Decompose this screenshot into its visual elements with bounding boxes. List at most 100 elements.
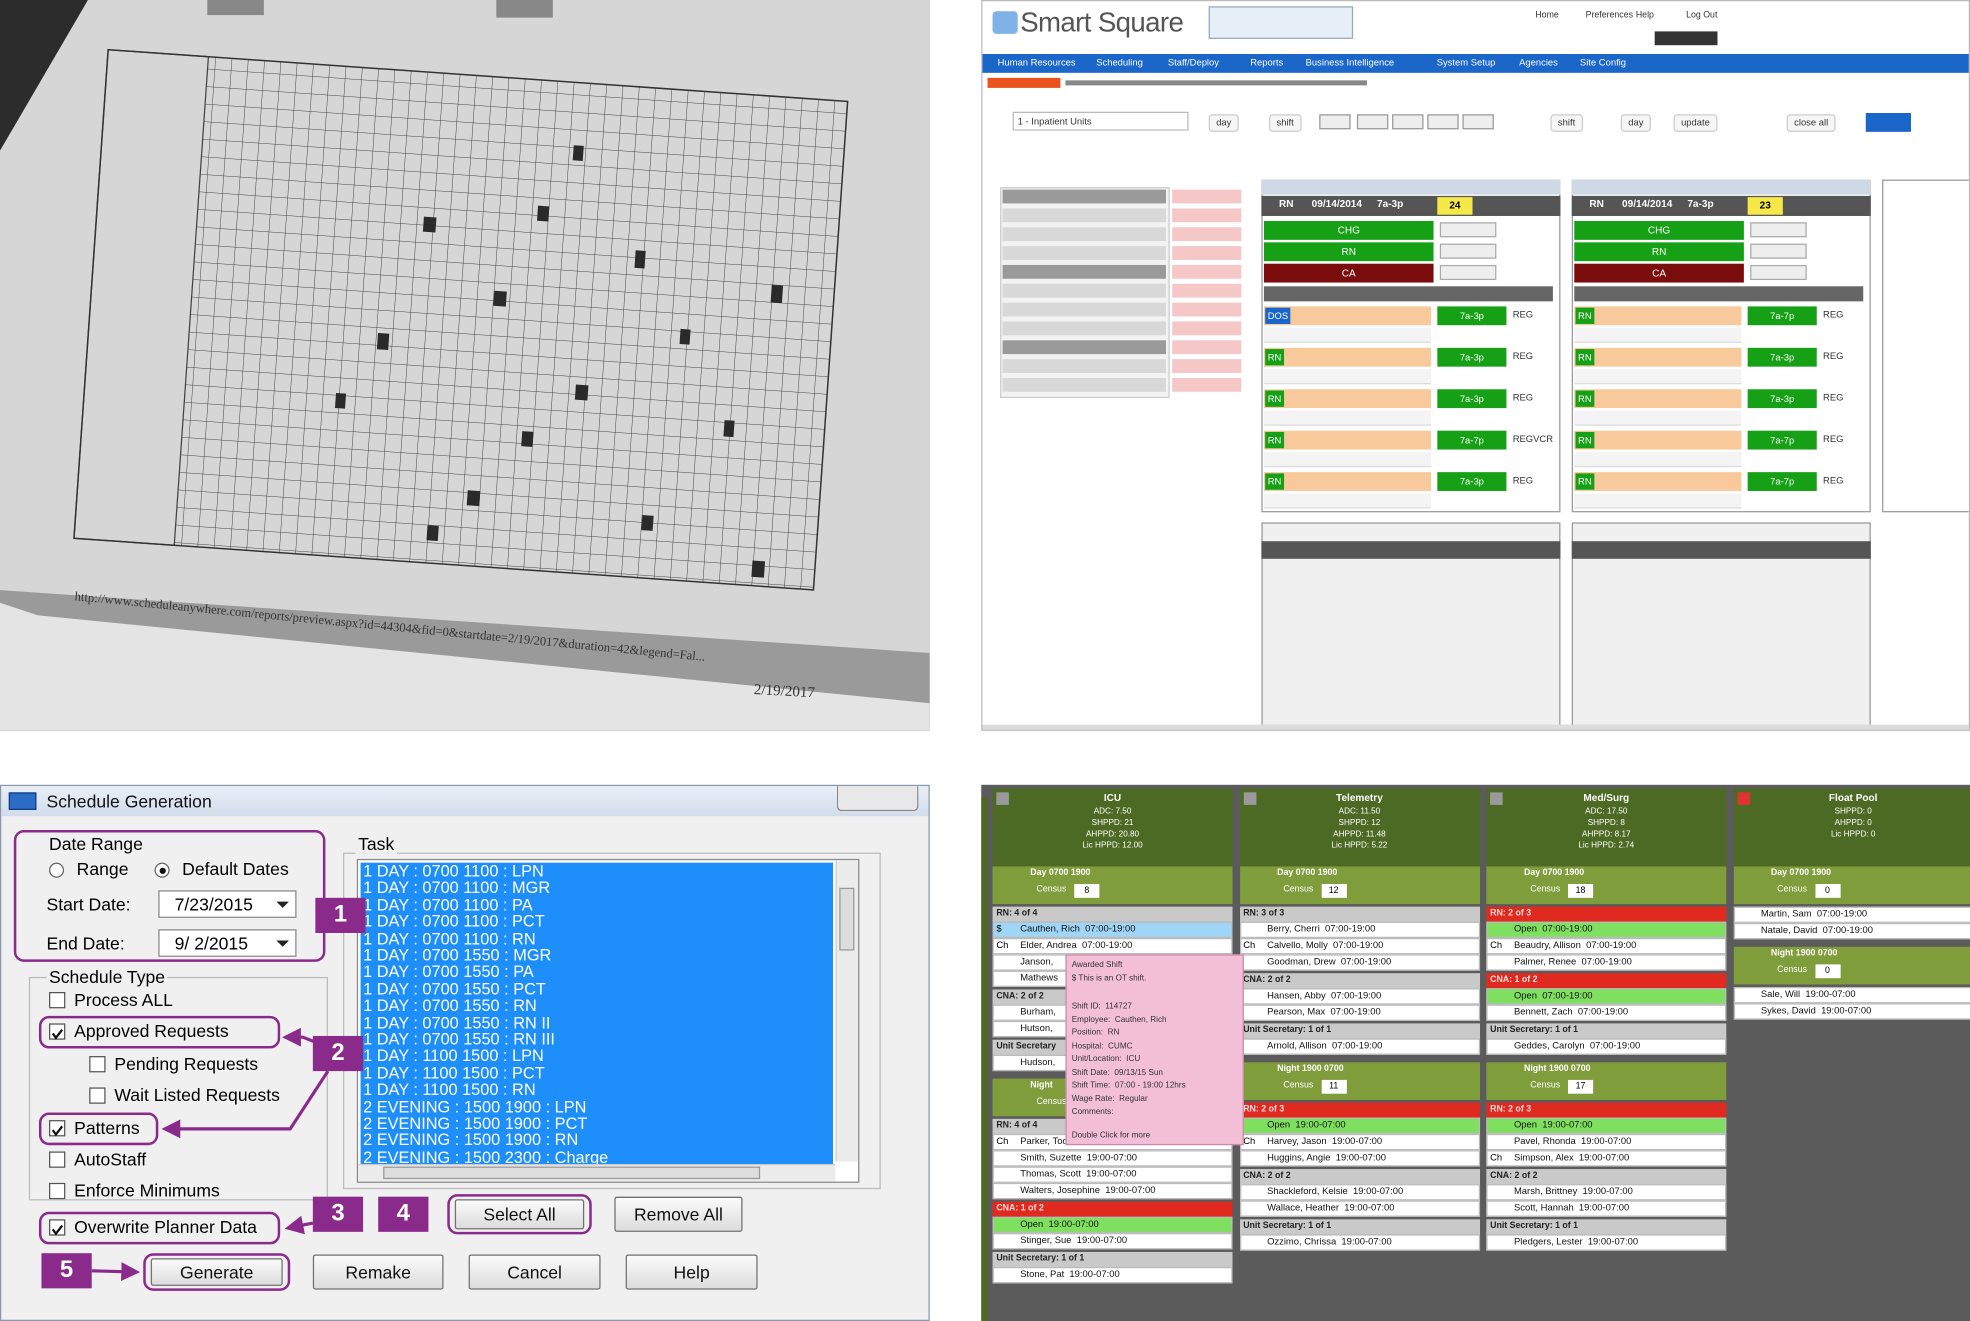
group-header: CNA: 1 of 2 xyxy=(992,1201,1233,1217)
staff-row[interactable] xyxy=(992,1267,1233,1284)
task-item[interactable]: 1 DAY : 0700 1550 : MGR xyxy=(363,945,552,965)
top-link[interactable]: Log Out xyxy=(1686,11,1718,21)
button[interactable]: Remake xyxy=(312,1254,444,1290)
task-listbox[interactable]: 1 DAY : 0700 1100 : LPN 1 DAY : 0700 1100… xyxy=(356,858,860,1183)
menu-item[interactable]: Staff/Deploy xyxy=(1167,56,1220,68)
checkbox[interactable] xyxy=(48,992,66,1009)
menu-item[interactable]: Scheduling xyxy=(1096,56,1143,68)
group-header: Unit Secretary: 1 of 1 xyxy=(992,1251,1233,1268)
top-link[interactable]: Home xyxy=(1535,11,1559,21)
button[interactable]: Cancel xyxy=(468,1254,601,1290)
staff-row[interactable] xyxy=(1486,1184,1727,1201)
column-header xyxy=(1239,788,1480,867)
row-text: Natale, David 07:00-19:00 xyxy=(1760,924,1873,936)
nav-button[interactable]: shift xyxy=(1268,114,1302,132)
nav-button[interactable]: update xyxy=(1673,114,1718,132)
task-item[interactable]: 1 DAY : 0700 1100 : MGR xyxy=(363,878,551,898)
button[interactable]: Remove All xyxy=(614,1196,743,1232)
row-text: Goodman, Drew 07:00-19:00 xyxy=(1267,955,1392,967)
button[interactable]: Generate xyxy=(150,1258,283,1286)
checkbox-label: Wait Listed Requests xyxy=(114,1084,280,1106)
staff-row[interactable] xyxy=(992,1182,1233,1200)
staff-row[interactable] xyxy=(1486,1038,1727,1055)
task-item[interactable]: 1 DAY : 0700 1550 : PCT xyxy=(363,979,546,999)
staff-row[interactable] xyxy=(992,1216,1233,1234)
task-item[interactable]: 1 DAY : 1100 1500 : LPN xyxy=(363,1046,544,1066)
task-item[interactable]: 2 EVENING : 1500 1900 : RN xyxy=(363,1130,579,1150)
census-value: 11 xyxy=(1321,1079,1347,1094)
menu-item[interactable]: Reports xyxy=(1250,56,1284,68)
task-item[interactable]: 1 DAY : 1100 1500 : PCT xyxy=(363,1063,545,1083)
staff-row[interactable] xyxy=(1733,906,1970,923)
shift-label: Day 0700 1900 xyxy=(1277,868,1338,878)
staff-row[interactable] xyxy=(992,938,1233,955)
checkbox[interactable] xyxy=(89,1087,106,1104)
checkbox[interactable] xyxy=(89,1056,106,1073)
radio-button[interactable] xyxy=(48,862,65,878)
staff-row[interactable] xyxy=(1486,1117,1727,1134)
menu-item[interactable]: Human Resources xyxy=(997,56,1076,68)
checkbox[interactable] xyxy=(48,1120,66,1137)
staff-row[interactable] xyxy=(1733,986,1970,1004)
nav-button[interactable]: day xyxy=(1208,114,1239,132)
menu-item[interactable]: System Setup xyxy=(1436,56,1496,68)
date-combobox[interactable]: 7/23/2015 xyxy=(158,890,297,918)
unit-select[interactable]: 1 - Inpatient Units xyxy=(1012,111,1189,131)
staff-row[interactable] xyxy=(992,1150,1233,1167)
task-item[interactable]: 1 DAY : 0700 1550 : PA xyxy=(363,962,534,982)
button[interactable]: Select All xyxy=(454,1199,585,1230)
top-link[interactable]: Help xyxy=(1635,11,1654,21)
checkbox[interactable] xyxy=(48,1219,66,1236)
staff-row[interactable] xyxy=(1486,1004,1727,1021)
column-icon xyxy=(1736,792,1750,805)
panel-header xyxy=(1571,195,1871,216)
task-item[interactable]: 1 DAY : 0700 1550 : RN II xyxy=(363,1012,551,1032)
dropdown-arrow xyxy=(276,940,289,947)
staff-row[interactable] xyxy=(1239,1150,1480,1167)
staff-row[interactable] xyxy=(1486,988,1727,1005)
staff-row[interactable] xyxy=(1486,921,1727,939)
staff-row[interactable] xyxy=(992,921,1233,939)
top-link[interactable]: Preferences xyxy=(1585,11,1634,21)
task-item[interactable]: 2 EVENING : 1500 1900 : PCT xyxy=(363,1113,588,1133)
menu-item[interactable]: Business Intelligence xyxy=(1305,56,1395,68)
close-button[interactable] xyxy=(836,786,919,812)
task-item[interactable]: 1 DAY : 0700 1100 : RN xyxy=(363,928,536,948)
staff-row[interactable] xyxy=(1486,1200,1727,1217)
staff-row[interactable] xyxy=(1239,1184,1480,1201)
staff-row[interactable] xyxy=(1239,1200,1480,1217)
task-item[interactable]: 1 DAY : 0700 1550 : RN III xyxy=(363,1029,555,1049)
nav-button[interactable]: close all xyxy=(1786,114,1836,132)
task-item[interactable]: 1 DAY : 0700 1100 : LPN xyxy=(363,861,544,881)
staff-row[interactable] xyxy=(992,1233,1233,1250)
staff-row[interactable] xyxy=(1486,1133,1727,1151)
staff-row[interactable] xyxy=(1733,922,1970,940)
tree-status xyxy=(1172,264,1242,279)
assignment-bar xyxy=(1574,430,1742,450)
staff-row[interactable] xyxy=(1486,938,1727,955)
checkbox[interactable] xyxy=(48,1182,66,1200)
task-item[interactable]: 1 DAY : 1100 1500 : RN xyxy=(363,1080,536,1099)
nav-button[interactable]: shift xyxy=(1550,114,1583,132)
button[interactable]: Help xyxy=(625,1254,758,1290)
menu-item[interactable]: Agencies xyxy=(1519,56,1558,68)
checkbox[interactable] xyxy=(48,1151,66,1168)
task-item[interactable]: 1 DAY : 0700 1100 : PA xyxy=(363,895,533,914)
task-item[interactable]: 2 EVENING : 1500 2300 : Charge xyxy=(363,1147,609,1167)
staff-row[interactable] xyxy=(1239,938,1480,955)
staff-row[interactable] xyxy=(992,1166,1233,1183)
checkbox[interactable] xyxy=(48,1023,66,1040)
staff-row[interactable] xyxy=(1239,921,1480,939)
radio-button[interactable] xyxy=(154,862,170,878)
task-item[interactable]: 1 DAY : 0700 1550 : RN xyxy=(363,996,537,1015)
staff-row[interactable] xyxy=(1486,1234,1727,1251)
staff-row[interactable] xyxy=(1486,954,1727,971)
date-combobox[interactable]: 9/ 2/2015 xyxy=(158,929,297,957)
task-item[interactable]: 1 DAY : 0700 1100 : PCT xyxy=(363,911,545,931)
task-item[interactable]: 2 EVENING : 1500 1900 : LPN xyxy=(363,1096,587,1116)
staff-row[interactable] xyxy=(1239,1234,1480,1251)
menu-item[interactable]: Site Config xyxy=(1579,56,1627,68)
staff-row[interactable] xyxy=(1733,1003,1970,1020)
nav-button[interactable]: day xyxy=(1620,114,1652,132)
staff-row[interactable] xyxy=(1486,1150,1727,1167)
